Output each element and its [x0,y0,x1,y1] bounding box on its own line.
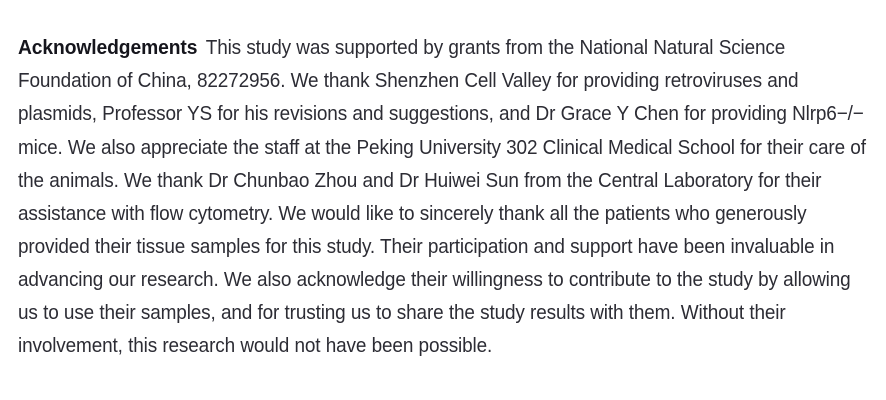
acknowledgements-body-text: This study was supported by grants from … [18,37,866,358]
acknowledgements-section: Acknowledgements This study was supported… [18,31,870,363]
acknowledgements-heading: Acknowledgements [18,36,198,60]
